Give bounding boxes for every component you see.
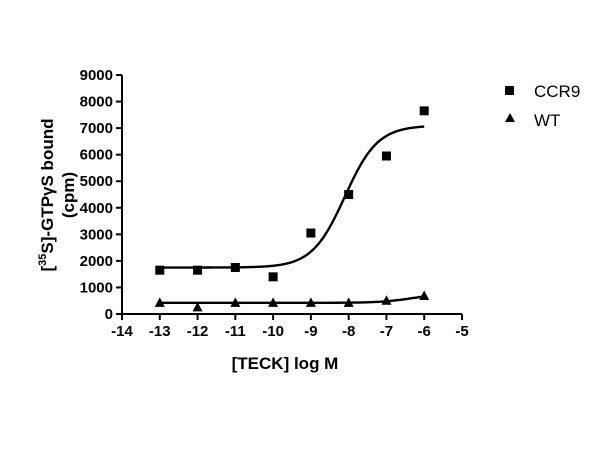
y-axis-title: [35S]-GTPγS bound (cpm) bbox=[37, 119, 78, 272]
data-point-ccr9 bbox=[268, 272, 278, 282]
x-tick-label: -6 bbox=[418, 323, 431, 340]
data-point-ccr9 bbox=[155, 265, 165, 275]
legend-label-ccr9: CCR9 bbox=[534, 82, 580, 101]
x-tick-label: -7 bbox=[380, 323, 393, 340]
y-tick-label: 8000 bbox=[80, 94, 113, 111]
y-axis-title-rest: S]-GTPγS bound bbox=[38, 119, 57, 254]
x-axis-title: [TECK] log M bbox=[232, 354, 339, 373]
x-tick-label: -5 bbox=[455, 323, 468, 340]
y-tick-label: 5000 bbox=[80, 173, 113, 190]
data-point-ccr9 bbox=[193, 265, 203, 275]
data-point-ccr9 bbox=[306, 228, 316, 238]
fit-curves bbox=[159, 125, 425, 305]
y-tick-label: 0 bbox=[105, 306, 113, 323]
legend-label-wt: WT bbox=[534, 111, 560, 130]
x-tick-label: -8 bbox=[342, 323, 355, 340]
data-point-wt bbox=[154, 297, 165, 307]
y-tick-label: 4000 bbox=[80, 200, 113, 217]
data-point-wt bbox=[381, 295, 392, 305]
y-tick-label: 1000 bbox=[80, 279, 113, 296]
y-axis-title-unit: (cpm) bbox=[59, 172, 78, 218]
x-tick-label: -13 bbox=[149, 323, 171, 340]
data-point-wt bbox=[419, 290, 430, 300]
data-point-ccr9 bbox=[419, 106, 429, 116]
x-axis-ticks: -14 -13 -12 -11 -10 -9 -8 -7 -6 -5 bbox=[111, 314, 469, 340]
legend: CCR9 WT bbox=[505, 82, 580, 130]
data-point-wt bbox=[343, 297, 354, 307]
y-tick-label: 7000 bbox=[80, 120, 113, 137]
x-tick-label: -9 bbox=[304, 323, 317, 340]
x-tick-label: -10 bbox=[262, 323, 284, 340]
data-point-wt bbox=[230, 297, 241, 307]
x-tick-label: -14 bbox=[111, 323, 133, 340]
y-tick-label: 2000 bbox=[80, 253, 113, 270]
data-point-wt bbox=[268, 297, 279, 307]
y-tick-label: 3000 bbox=[80, 226, 113, 243]
y-tick-label: 6000 bbox=[80, 147, 113, 164]
data-point-wt bbox=[305, 297, 316, 307]
data-point-ccr9 bbox=[230, 263, 240, 273]
x-tick-label: -12 bbox=[187, 323, 209, 340]
data-point-wt bbox=[192, 301, 203, 312]
y-axis-title-superscript: 35 bbox=[37, 254, 49, 266]
fit-curve-ccr9 bbox=[159, 125, 425, 269]
legend-marker-wt bbox=[505, 113, 515, 122]
data-points bbox=[154, 106, 430, 312]
fit-curve-wt bbox=[159, 295, 425, 305]
y-axis-ticks: 0 1000 2000 3000 4000 5000 6000 7000 8000 9000 bbox=[80, 67, 122, 323]
data-point-ccr9 bbox=[381, 151, 391, 161]
legend-marker-ccr9 bbox=[505, 86, 514, 95]
data-point-ccr9 bbox=[344, 190, 354, 199]
x-tick-label: -11 bbox=[225, 323, 246, 340]
axes bbox=[121, 75, 462, 315]
svg-text:[35S]-GTPγS bound: [35S]-GTPγS bound bbox=[37, 119, 57, 272]
y-axis-title-open: [ bbox=[38, 265, 57, 271]
y-tick-label: 9000 bbox=[80, 67, 113, 84]
